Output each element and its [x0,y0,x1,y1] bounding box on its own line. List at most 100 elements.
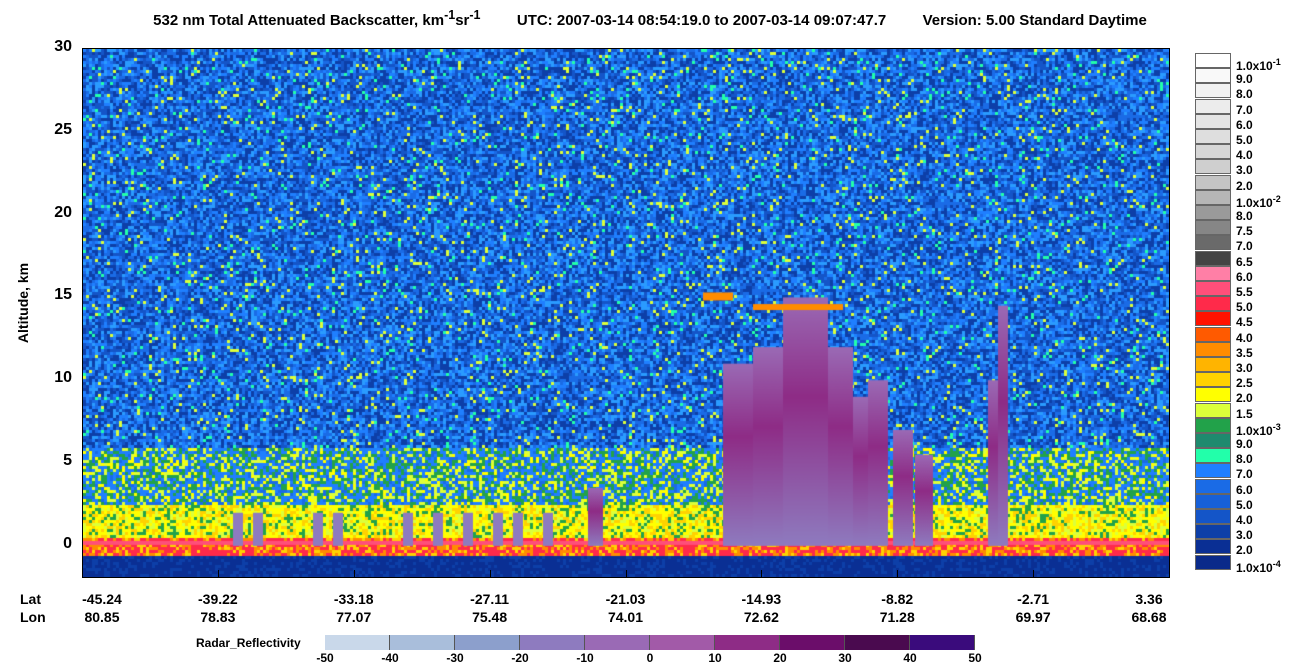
colorbar-swatch [1195,296,1231,312]
colorbar-swatch [1195,509,1231,524]
colorbar-label: 6.0 [1236,482,1253,497]
radar-colorbar-segment [585,635,650,650]
x-tick-lon: 78.83 [200,609,236,625]
y-tick-label: 20 [54,203,72,221]
colorbar-label: 6.0 [1236,117,1253,132]
y-tick-label: 30 [54,38,72,55]
title-version: Version: 5.00 Standard Daytime [922,12,1147,29]
colorbar-label: 8.0 [1236,87,1253,102]
radar-colorbar-segment [845,635,910,650]
colorbar-label: 3.5 [1236,345,1253,360]
colorbar-swatch [1195,357,1231,372]
title-utc: UTC: 2007-03-14 08:54:19.0 to 2007-03-14… [516,12,887,29]
x-tick-lat: -33.18 [333,591,374,607]
colorbar-swatch [1195,463,1231,479]
x-tick-lon: 68.68 [1131,609,1167,625]
colorbar-swatch [1195,98,1231,114]
colorbar-label: 5.0 [1236,300,1253,315]
colorbar-label: 5.5 [1236,285,1253,299]
x-tick-lon: 75.48 [472,609,508,625]
colorbar-swatch [1195,174,1231,190]
colorbar-swatch [1195,68,1231,84]
radar-colorbar-segment [780,635,845,650]
colorbar-swatch [1195,220,1231,236]
colorbar-label: 1.5 [1236,406,1253,421]
x-tick-lon: 69.97 [1015,609,1051,625]
colorbar-swatch [1195,478,1231,494]
x-tick-mark [353,570,355,578]
colorbar-label: 7.0 [1236,102,1253,117]
x-tick-lon: 77.07 [336,609,372,625]
colorbar-swatch [1195,417,1231,433]
radar-colorbar-segment [715,635,780,650]
radar-colorbar-tick: 50 [968,651,982,665]
colorbar-label: 2.0 [1236,178,1253,193]
radar-colorbar-tick: 10 [708,651,722,665]
y-tick-label: 10 [54,369,72,387]
y-tick-label: 15 [54,286,72,304]
x-tick-mark [761,570,763,578]
radar-colorbar-tick: 20 [773,651,787,665]
lat-row-label: Lat [20,591,41,607]
x-tick-mark [217,570,219,578]
colorbar-label: 4.0 [1236,513,1253,527]
colorbar-label: 9.0 [1236,72,1253,87]
colorbar-swatch [1195,341,1231,357]
x-tick-mark [897,570,899,578]
colorbar-swatch [1195,372,1231,388]
colorbar-swatch [1195,235,1231,251]
colorbar-label: 1.0x10-1 [1236,57,1281,73]
lon-row-label: Lon [20,609,46,625]
backscatter-plot [82,48,1170,578]
radar-colorbar-segment [455,635,520,650]
colorbar-label: 4.0 [1236,148,1253,163]
radar-colorbar-tick: 30 [838,651,852,665]
colorbar-label: 7.0 [1236,467,1253,482]
radar-colorbar-segment [390,635,455,650]
x-tick-lat: -39.22 [198,591,238,607]
radar-colorbar-segment [650,635,715,650]
colorbar-swatch [1195,554,1231,570]
colorbar-label: 2.5 [1236,376,1253,391]
x-tick-mark [489,570,491,578]
colorbar-label: 9.0 [1236,437,1253,451]
colorbar-label: 1.0x10-4 [1236,558,1281,575]
colorbar-label: 1.0x10-3 [1236,421,1281,438]
radar-colorbar-tick: -30 [446,651,464,665]
title-main: 532 nm Total Attenuated Backscatter, km [153,12,445,29]
colorbar-swatch [1195,326,1231,342]
colorbar-swatch [1195,144,1231,160]
x-tick-lon: 72.62 [743,609,779,625]
colorbar-label: 5.0 [1236,133,1253,147]
x-tick-lon: 71.28 [879,609,915,625]
x-tick-lat: -2.71 [1017,591,1050,607]
colorbar-label: 2.0 [1236,391,1253,406]
colorbar-swatch [1195,265,1231,281]
x-tick-mark [1169,570,1170,578]
colorbar-swatch [1195,83,1231,99]
colorbar-label: 8.0 [1236,209,1253,223]
radar-colorbar-tick: -40 [381,651,399,665]
colorbar-label: 3.0 [1236,528,1253,543]
x-tick-mark [82,570,83,578]
radar-colorbar-tick: -10 [576,651,594,665]
colorbar-swatch [1195,159,1231,175]
x-tick-mark [1033,570,1035,578]
radar-colorbar-tick: -50 [316,651,334,665]
radar-colorbar-segment [325,635,390,650]
title-sup2: -1 [469,8,481,22]
colorbar-label: 3.0 [1236,163,1253,178]
x-tick-lon: 80.85 [84,609,120,625]
backscatter-heatmap [83,49,1169,577]
colorbar-label: 4.0 [1236,330,1253,345]
radar-colorbar-tick: 0 [646,651,654,665]
colorbar-swatch [1195,493,1231,509]
title-sup1: -1 [444,8,456,22]
radar-colorbar-tick: -20 [511,651,529,665]
colorbar-swatch [1195,53,1231,68]
x-tick-lon: 74.01 [607,609,644,625]
colorbar-swatch [1195,281,1231,296]
chart-title: 532 nm Total Attenuated Backscatter, km-… [0,8,1300,29]
colorbar-swatch [1195,433,1231,448]
x-tick-mark [625,570,627,578]
